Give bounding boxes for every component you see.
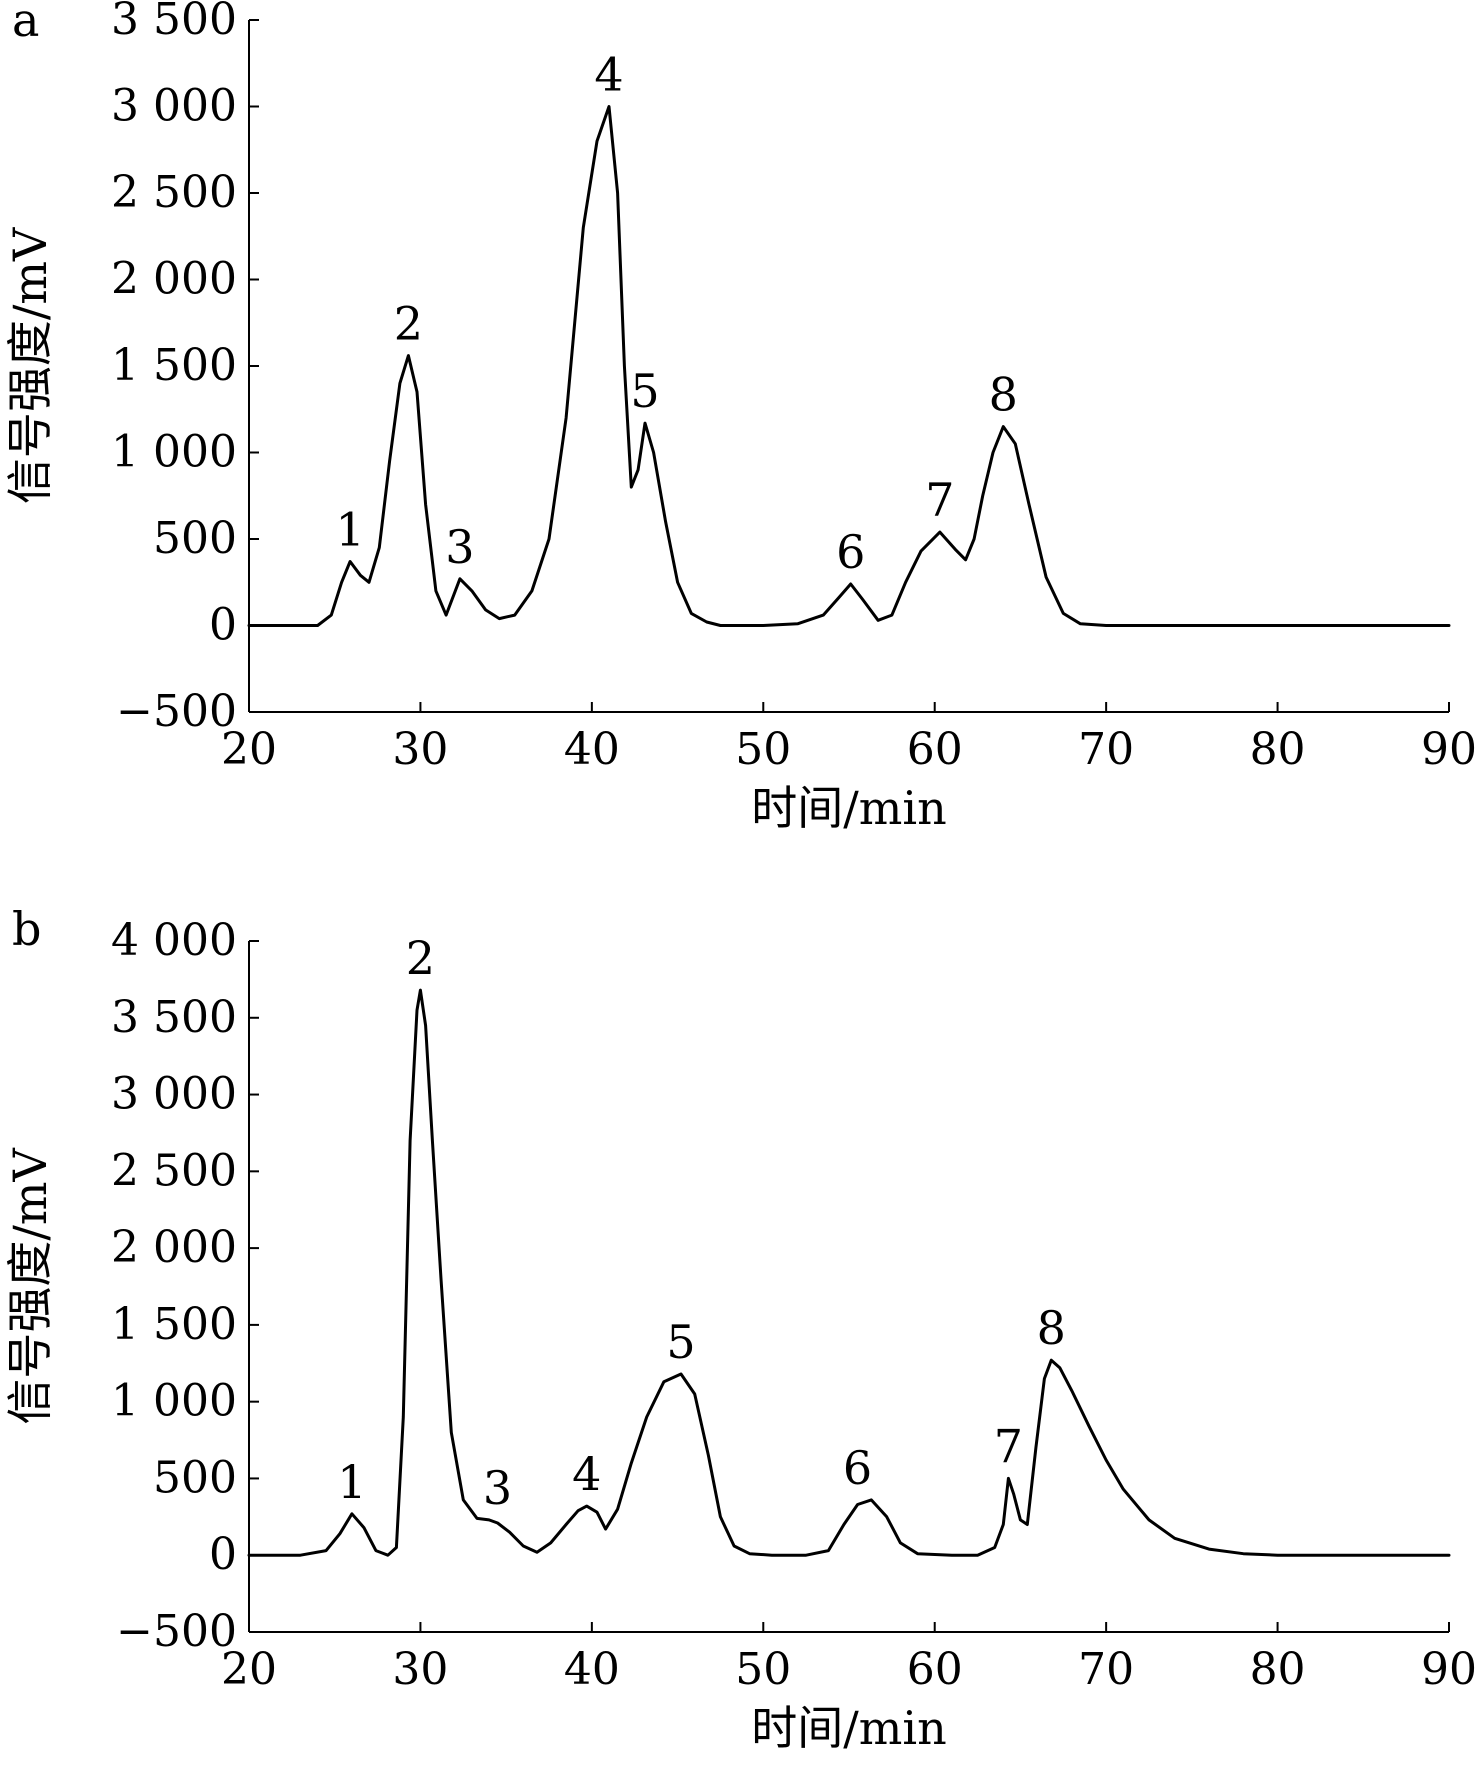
chart-panel-b: −500 0 500 1 000 1 500 2 000 2 500 3 000 3 500 4 …: [0, 900, 1479, 1771]
chart-a-x-tick-label: 50: [735, 724, 791, 775]
chart-a-peak-label: 3: [445, 520, 474, 574]
chart-a-peak-label: 8: [989, 368, 1018, 422]
chart-b-y-tick-label: 3 500: [111, 992, 237, 1043]
chart-a-peak-label: 4: [594, 48, 623, 102]
chart-b-x-tick-label: 90: [1421, 1644, 1477, 1695]
chart-b-y-tick-label: 1 500: [111, 1299, 237, 1350]
chart-b-peak-label: 8: [1037, 1301, 1066, 1355]
chart-panel-a: −500 0 500 1 000 1 500 2 000 2 500 3 000 3 500 20…: [0, 0, 1479, 880]
chart-a-x-tick-label: 90: [1421, 724, 1477, 775]
chart-a-x-tick-label: 40: [564, 724, 620, 775]
chart-b-y-tick-label: 2 000: [111, 1222, 237, 1273]
chart-b-peak-label: 1: [337, 1455, 366, 1509]
chart-b-panel-label: b: [12, 902, 41, 956]
chart-a-peak-label: 6: [836, 525, 865, 579]
chart-a-peak-label: 7: [925, 473, 954, 527]
chart-b-peak-label: 3: [483, 1461, 512, 1515]
chart-a-peak-label: 2: [394, 297, 423, 351]
chart-a-y-tick-label: 3 500: [111, 0, 237, 45]
chart-b-peak-label: 5: [666, 1315, 695, 1369]
chart-b-y-tick-label: −500: [116, 1606, 237, 1657]
chart-b-y-tick-label: 0: [209, 1529, 237, 1580]
chart-b-series-line: [247, 988, 1451, 1557]
chart-b-peak-label: 7: [994, 1419, 1023, 1473]
chart-b-y-tick-label: 4 000: [111, 915, 237, 966]
chart-b-y-tick-label: 3 000: [111, 1069, 237, 1120]
chart-a-y-tick-label: 1 000: [111, 427, 237, 478]
chart-b-peak-label: 4: [572, 1447, 601, 1501]
chart-b-y-tick-label: 500: [153, 1452, 237, 1503]
chart-a-y-tick-label: 500: [153, 513, 237, 564]
chart-a-svg: −500 0 500 1 000 1 500 2 000 2 500 3 000 3 500 20…: [3, 0, 1477, 835]
chart-a-peak-label: 1: [336, 502, 365, 556]
chart-a-y-tick-label: −500: [116, 686, 237, 737]
chart-a-x-axis-label: 时间/min: [751, 781, 946, 835]
chart-a-x-tick-label: 80: [1250, 724, 1306, 775]
chart-b-peak-label: 6: [843, 1441, 872, 1495]
chart-a-panel-label: a: [12, 0, 39, 47]
chart-b-x-tick-label: 40: [564, 1644, 620, 1695]
chart-a-x-tick-label: 60: [907, 724, 963, 775]
chart-a-y-tick-label: 0: [209, 600, 237, 651]
chart-b-x-tick-label: 70: [1078, 1644, 1134, 1695]
chart-b-x-axis-label: 时间/min: [751, 1701, 946, 1755]
chart-a-y-axis-label: 信号强度/mV: [3, 227, 57, 504]
chart-a-y-tick-label: 2 500: [111, 167, 237, 218]
chart-a-x-tick-label: 30: [392, 724, 448, 775]
chart-a-peak-label: 5: [630, 364, 659, 418]
chart-a-y-tick-label: 2 000: [111, 254, 237, 305]
chart-b-y-tick-label: 1 000: [111, 1376, 237, 1427]
chart-b-svg: −500 0 500 1 000 1 500 2 000 2 500 3 000 3 500 4 …: [3, 902, 1477, 1755]
chart-a-y-tick-label: 3 000: [111, 81, 237, 132]
chart-a-y-tick-label: 1 500: [111, 340, 237, 391]
chart-a-series-line: [247, 105, 1451, 627]
chart-b-x-tick-label: 80: [1250, 1644, 1306, 1695]
chart-b-y-axis-label: 信号强度/mV: [3, 1148, 57, 1425]
chart-b-y-tick-label: 2 500: [111, 1145, 237, 1196]
chart-b-x-tick-label: 30: [392, 1644, 448, 1695]
chart-b-x-tick-label: 60: [907, 1644, 963, 1695]
chart-a-x-tick-label: 70: [1078, 724, 1134, 775]
chart-b-x-tick-label: 20: [221, 1644, 277, 1695]
chart-b-peak-label: 2: [406, 931, 435, 985]
chart-a-x-tick-label: 20: [221, 724, 277, 775]
chart-b-x-tick-label: 50: [735, 1644, 791, 1695]
